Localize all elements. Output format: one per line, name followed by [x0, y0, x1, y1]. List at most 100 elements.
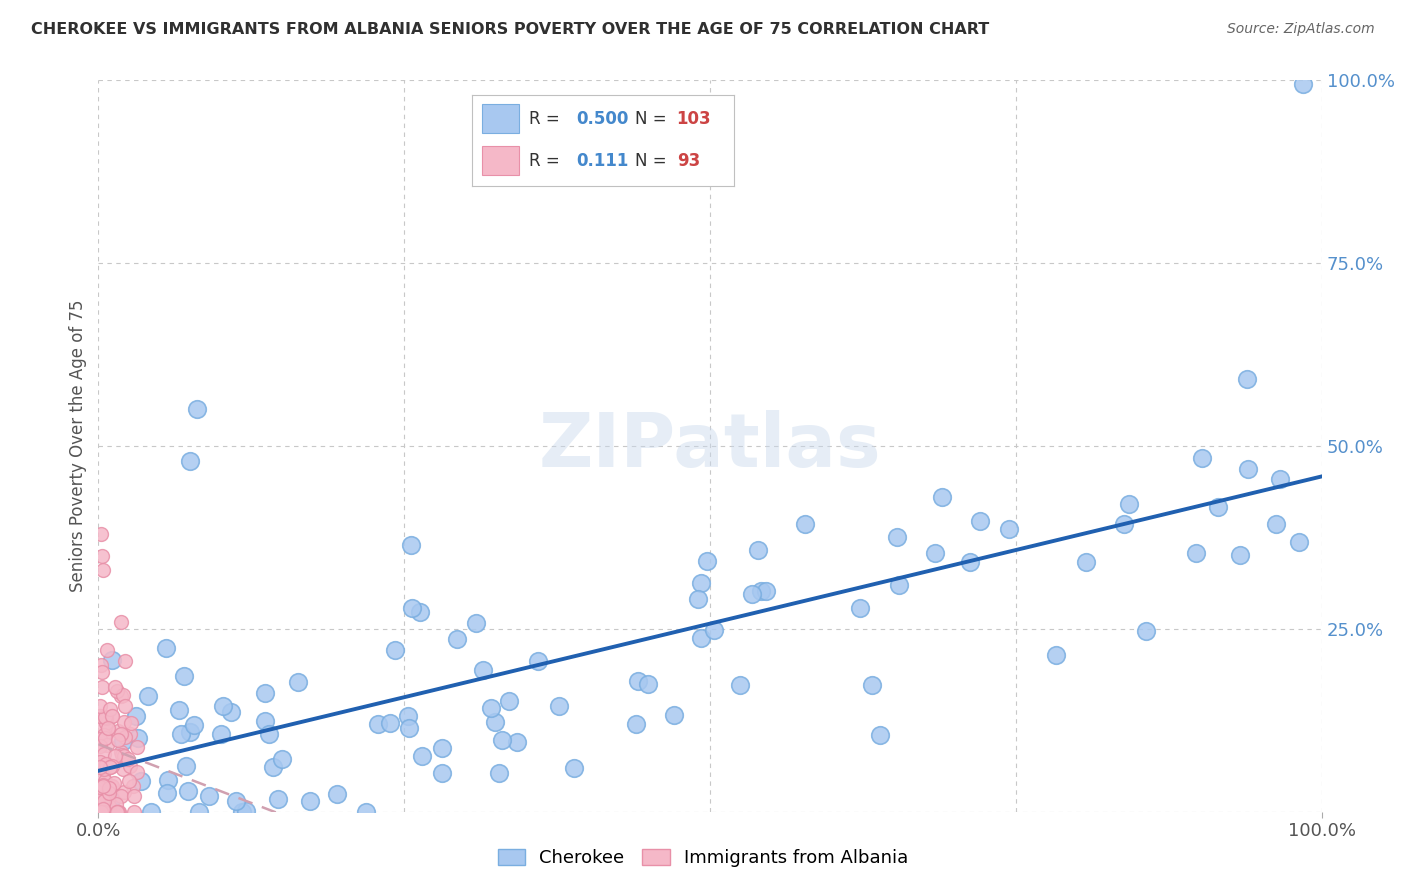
Point — [1237, 462, 1260, 476]
Point — [93, 728, 115, 742]
Point — [1206, 500, 1229, 514]
Point — [105, 683, 128, 698]
Point — [488, 765, 510, 780]
Point — [562, 761, 585, 775]
Point — [141, 805, 163, 819]
Point — [741, 587, 763, 601]
Point — [93, 794, 115, 808]
Point — [794, 517, 817, 532]
Text: Source: ZipAtlas.com: Source: ZipAtlas.com — [1227, 22, 1375, 37]
Point — [1185, 546, 1208, 560]
Point — [104, 797, 127, 811]
Point — [100, 760, 122, 774]
Point — [97, 805, 120, 819]
Point — [378, 715, 401, 730]
Point — [94, 791, 117, 805]
Point — [89, 796, 111, 810]
Point — [1074, 555, 1097, 569]
Point — [91, 563, 114, 577]
Point — [101, 780, 124, 794]
Point — [89, 709, 111, 723]
Point — [114, 654, 136, 668]
Point — [1292, 77, 1315, 91]
Point — [89, 708, 111, 723]
Point — [219, 705, 242, 719]
Point — [690, 631, 713, 645]
Point — [112, 748, 135, 763]
Point — [209, 727, 232, 741]
Point — [97, 799, 120, 814]
Point — [886, 529, 908, 543]
Point — [94, 731, 117, 746]
Point — [484, 715, 506, 730]
Point — [728, 678, 751, 692]
Point — [91, 720, 114, 734]
Point — [887, 578, 910, 592]
Point — [432, 765, 454, 780]
Point — [98, 786, 121, 800]
Point — [101, 708, 124, 723]
Point — [231, 805, 253, 819]
Point — [1265, 516, 1288, 531]
Point — [117, 751, 139, 765]
Point — [696, 554, 718, 568]
Point — [97, 790, 120, 805]
Point — [89, 738, 111, 752]
Point — [118, 727, 141, 741]
Point — [100, 779, 122, 793]
Point — [89, 757, 111, 772]
Point — [127, 739, 149, 754]
Point — [96, 642, 118, 657]
Point — [179, 453, 201, 467]
Point — [90, 757, 112, 772]
Point — [90, 526, 112, 541]
Point — [100, 709, 122, 723]
Point — [156, 786, 179, 800]
Point — [112, 785, 135, 799]
Point — [127, 731, 149, 745]
Point — [94, 789, 117, 803]
Point — [747, 543, 769, 558]
Point — [254, 686, 277, 700]
Point — [183, 718, 205, 732]
Point — [367, 717, 389, 731]
Point — [1112, 516, 1135, 531]
Point — [527, 654, 550, 668]
Legend: Cherokee, Immigrants from Albania: Cherokee, Immigrants from Albania — [491, 841, 915, 874]
Text: CHEROKEE VS IMMIGRANTS FROM ALBANIA SENIORS POVERTY OVER THE AGE OF 75 CORRELATI: CHEROKEE VS IMMIGRANTS FROM ALBANIA SENI… — [31, 22, 990, 37]
Point — [90, 805, 112, 819]
Point — [1270, 472, 1292, 486]
Point — [225, 794, 247, 808]
Point — [107, 723, 129, 738]
Point — [267, 792, 290, 806]
Point — [90, 805, 112, 819]
Point — [89, 698, 111, 713]
Point — [111, 734, 134, 748]
Point — [94, 715, 117, 730]
Point — [188, 805, 211, 819]
Point — [1191, 450, 1213, 465]
Point — [91, 681, 114, 695]
Point — [105, 805, 128, 819]
Point — [396, 709, 419, 723]
Point — [89, 760, 111, 774]
Point — [89, 731, 111, 746]
Point — [409, 606, 432, 620]
Point — [212, 699, 235, 714]
Point — [924, 545, 946, 559]
Point — [755, 583, 778, 598]
Point — [464, 615, 486, 630]
Point — [93, 805, 115, 819]
Point — [186, 402, 208, 417]
Point — [157, 772, 180, 787]
Point — [1045, 648, 1067, 662]
Point — [110, 727, 132, 741]
Point — [398, 721, 420, 735]
Point — [103, 776, 125, 790]
Point — [399, 538, 422, 552]
Point — [174, 758, 197, 772]
Point — [97, 780, 120, 795]
Point — [100, 805, 122, 819]
Point — [114, 714, 136, 729]
Point — [97, 721, 120, 735]
